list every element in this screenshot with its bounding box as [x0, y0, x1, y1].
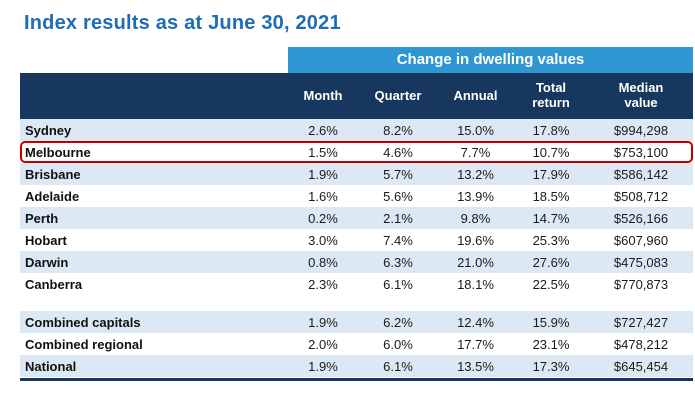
cell-quarter: 7.4% [383, 232, 413, 248]
cell-total-return: 10.7% [532, 144, 570, 160]
cell-total-return: 17.9% [532, 166, 570, 182]
cell-median-value: $770,873 [613, 276, 669, 292]
cell-annual: 15.0% [457, 122, 494, 138]
page-title: Index results as at June 30, 2021 [24, 12, 341, 34]
cell-month: 2.3% [308, 276, 338, 292]
cell-annual: 19.6% [457, 232, 494, 248]
table-row-combined-regional: Combined regional 2.0% 6.0% 17.7% 23.1% $478,… [20, 333, 693, 355]
cell-total-return: 17.3% [532, 358, 570, 374]
cell-median-value: $586,142 [613, 166, 669, 182]
cell-median-value: $508,712 [613, 188, 669, 204]
row-label: Brisbane [25, 166, 81, 182]
cell-month: 1.9% [308, 314, 338, 330]
cell-quarter: 6.2% [383, 314, 413, 330]
cell-total-return: 14.7% [532, 210, 570, 226]
table-row-hobart: Hobart 3.0% 7.4% 19.6% 25.3% $607,960 [20, 229, 693, 251]
report-page: Index results as at June 30, 2021 Change… [20, 12, 693, 381]
table-row-canberra: Canberra 2.3% 6.1% 18.1% 22.5% $770,873 [20, 273, 693, 295]
table-rows: Sydney 2.6% 8.2% 15.0% 17.8% $994,298 Melbourn… [20, 119, 693, 377]
table-row-combined-capitals: Combined capitals 1.9% 6.2% 12.4% 15.9% $727,… [20, 311, 693, 333]
band-row: Change in dwelling values [20, 47, 693, 73]
table-row-brisbane: Brisbane 1.9% 5.7% 13.2% 17.9% $586,142 [20, 163, 693, 185]
spacer-row [20, 295, 693, 311]
row-label: National [25, 358, 77, 374]
table-row-perth: Perth 0.2% 2.1% 9.8% 14.7% $526,166 [20, 207, 693, 229]
cell-total-return: 22.5% [532, 276, 570, 292]
header-total-return: Total return [532, 80, 570, 110]
cell-month: 1.5% [308, 144, 338, 160]
cell-month: 0.2% [308, 210, 338, 226]
cell-annual: 13.9% [457, 188, 494, 204]
cell-total-return: 18.5% [532, 188, 570, 204]
cell-month: 2.0% [308, 336, 338, 352]
table-row-national: National 1.9% 6.1% 13.5% 17.3% $645,454 [20, 355, 693, 377]
row-label: Adelaide [25, 188, 80, 204]
row-label: Melbourne [25, 144, 91, 160]
header-quarter: Quarter [374, 87, 422, 103]
cell-month: 1.6% [308, 188, 338, 204]
header-annual: Annual [453, 87, 498, 103]
row-label: Combined regional [25, 336, 143, 352]
cell-total-return: 15.9% [532, 314, 570, 330]
cell-quarter: 6.1% [383, 358, 413, 374]
cell-month: 0.8% [308, 254, 338, 270]
cell-quarter: 5.6% [383, 188, 413, 204]
cell-median-value: $727,427 [613, 314, 669, 330]
table-row-darwin: Darwin 0.8% 6.3% 21.0% 27.6% $475,083 [20, 251, 693, 273]
table-row-sydney: Sydney 2.6% 8.2% 15.0% 17.8% $994,298 [20, 119, 693, 141]
cell-quarter: 4.6% [383, 144, 413, 160]
group-header-change-in-dwelling-values: Change in dwelling values [288, 47, 693, 73]
cell-quarter: 6.1% [383, 276, 413, 292]
header-median-value: Median value [618, 80, 664, 110]
cell-quarter: 6.0% [383, 336, 413, 352]
cell-annual: 9.8% [460, 210, 491, 226]
row-label: Perth [25, 210, 59, 226]
cell-total-return: 17.8% [532, 122, 570, 138]
cell-quarter: 8.2% [383, 122, 413, 138]
cell-median-value: $526,166 [613, 210, 669, 226]
cell-median-value: $994,298 [613, 122, 669, 138]
table-row-melbourne: Melbourne 1.5% 4.6% 7.7% 10.7% $753,100 [20, 141, 693, 163]
cell-month: 3.0% [308, 232, 338, 248]
cell-quarter: 5.7% [383, 166, 413, 182]
cell-total-return: 25.3% [532, 232, 570, 248]
cell-annual: 13.5% [457, 358, 494, 374]
bottom-rule [20, 378, 693, 381]
cell-annual: 13.2% [457, 166, 494, 182]
cell-median-value: $753,100 [613, 144, 669, 160]
cell-annual: 17.7% [457, 336, 494, 352]
row-label: Sydney [25, 122, 72, 138]
cell-median-value: $607,960 [613, 232, 669, 248]
cell-total-return: 23.1% [532, 336, 570, 352]
header-row: Month Quarter Annual Total return Median… [20, 73, 693, 119]
cell-quarter: 6.3% [383, 254, 413, 270]
cell-quarter: 2.1% [383, 210, 413, 226]
cell-median-value: $645,454 [613, 358, 669, 374]
table-row-adelaide: Adelaide 1.6% 5.6% 13.9% 18.5% $508,712 [20, 185, 693, 207]
band-spacer [20, 47, 288, 73]
row-label: Combined capitals [25, 314, 141, 330]
header-month: Month [303, 87, 343, 103]
index-results-table: Change in dwelling values Month Quarter … [20, 47, 693, 381]
cell-annual: 12.4% [457, 314, 494, 330]
cell-median-value: $478,212 [613, 336, 669, 352]
cell-month: 2.6% [308, 122, 338, 138]
cell-month: 1.9% [308, 358, 338, 374]
row-label: Darwin [25, 254, 69, 270]
row-label: Canberra [25, 276, 83, 292]
cell-annual: 18.1% [457, 276, 494, 292]
cell-median-value: $475,083 [613, 254, 669, 270]
cell-month: 1.9% [308, 166, 338, 182]
cell-total-return: 27.6% [532, 254, 570, 270]
row-label: Hobart [25, 232, 67, 248]
cell-annual: 7.7% [460, 144, 491, 160]
cell-annual: 21.0% [457, 254, 494, 270]
